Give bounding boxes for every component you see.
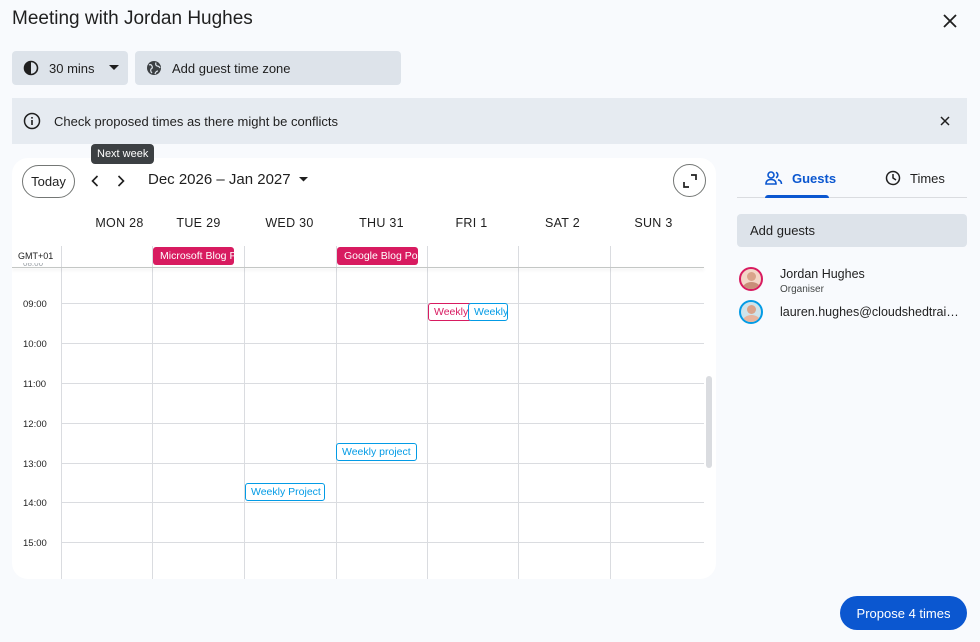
hour-label: 08:00 bbox=[23, 263, 44, 268]
add-guest-time-zone-button[interactable]: Add guest time zone bbox=[135, 51, 401, 85]
next-week-button[interactable] bbox=[110, 170, 132, 192]
hour-label: 09:00 bbox=[23, 299, 47, 310]
day-header: WED 30 bbox=[265, 216, 314, 230]
globe-icon bbox=[147, 61, 161, 75]
day-divider bbox=[427, 246, 428, 579]
calendar-event[interactable]: Weekly project bbox=[428, 303, 472, 321]
today-button[interactable]: Today bbox=[22, 165, 75, 198]
next-week-tooltip: Next week bbox=[91, 144, 155, 164]
side-panel-tabs: Guests Times bbox=[737, 158, 967, 198]
hour-line bbox=[61, 463, 704, 464]
avatar bbox=[739, 267, 763, 291]
propose-times-button[interactable]: Propose 4 times bbox=[840, 596, 967, 630]
people-icon bbox=[765, 171, 783, 185]
all-day-separator bbox=[12, 267, 704, 268]
day-divider bbox=[152, 246, 153, 579]
tab-guests-label: Guests bbox=[792, 170, 837, 186]
calendar-event[interactable]: Weekly Project bbox=[245, 483, 325, 501]
all-day-event[interactable]: Microsoft Blog Post bbox=[153, 247, 234, 265]
dialog-title: Meeting with Jordan Hughes bbox=[12, 8, 253, 29]
chevron-down-icon bbox=[298, 177, 308, 182]
duration-clock-icon bbox=[23, 60, 39, 76]
day-header: FRI 1 bbox=[455, 216, 488, 230]
hour-label: 13:00 bbox=[23, 459, 47, 470]
hour-line bbox=[61, 542, 704, 543]
tab-times-label: Times bbox=[910, 170, 945, 186]
day-header: SAT 2 bbox=[544, 216, 581, 230]
hour-line bbox=[61, 343, 704, 344]
day-divider bbox=[61, 246, 62, 579]
add-guests-input[interactable]: Add guests bbox=[737, 214, 967, 247]
day-divider bbox=[610, 246, 611, 579]
duration-label: 30 mins bbox=[49, 60, 95, 76]
hour-line bbox=[61, 423, 704, 424]
guest-name: Jordan Hughes bbox=[780, 267, 865, 281]
expand-icon bbox=[682, 173, 697, 188]
hour-line bbox=[61, 383, 704, 384]
calendar-panel: Today Dec 2026 – Jan 2027 MON 28 TUE 29 … bbox=[12, 158, 716, 579]
all-day-event[interactable]: Google Blog Post bbox=[337, 247, 418, 265]
calendar-scrollbar[interactable] bbox=[706, 376, 712, 468]
hour-label: 14:00 bbox=[23, 498, 47, 509]
hour-label: 10:00 bbox=[23, 339, 47, 350]
close-icon bbox=[943, 14, 957, 28]
hour-label: 11:00 bbox=[23, 379, 47, 390]
calendar-header: Today Dec 2026 – Jan 2027 bbox=[12, 158, 716, 208]
date-range-label: Dec 2026 – Jan 2027 bbox=[148, 171, 291, 188]
chevron-down-icon bbox=[108, 65, 119, 70]
close-dialog-button[interactable] bbox=[938, 9, 962, 33]
timezone-label: GMT+01 bbox=[18, 251, 54, 261]
date-range-selector[interactable]: Dec 2026 – Jan 2027 bbox=[148, 171, 308, 188]
add-guest-time-zone-label: Add guest time zone bbox=[172, 60, 291, 76]
day-divider bbox=[244, 246, 245, 579]
hour-label: 12:00 bbox=[23, 419, 47, 430]
clock-icon bbox=[885, 170, 901, 186]
chevron-left-icon bbox=[91, 175, 99, 187]
day-divider bbox=[336, 246, 337, 579]
chevron-right-icon bbox=[117, 175, 125, 187]
guest-item[interactable]: lauren.hughes@cloudshedtraining.com bbox=[739, 300, 967, 324]
guest-name: lauren.hughes@cloudshedtraining.com bbox=[780, 305, 960, 319]
day-divider bbox=[518, 246, 519, 579]
avatar bbox=[739, 300, 763, 324]
guest-role: Organiser bbox=[780, 284, 824, 295]
tab-guests[interactable]: Guests bbox=[765, 158, 836, 198]
day-header: SUN 3 bbox=[634, 216, 673, 230]
close-icon bbox=[940, 116, 950, 126]
day-header: MON 28 bbox=[95, 216, 144, 230]
dismiss-banner-button[interactable] bbox=[937, 113, 953, 129]
day-headers: MON 28 TUE 29 WED 30 THU 31 FRI 1 SAT 2 … bbox=[12, 216, 716, 240]
week-grid: GMT+01 08:00 09:00 10:00 11:00 12:00 13:… bbox=[12, 246, 716, 579]
hour-label: 15:00 bbox=[23, 538, 47, 549]
guest-item[interactable]: Jordan Hughes Organiser bbox=[739, 267, 967, 295]
expand-calendar-button[interactable] bbox=[673, 164, 706, 197]
banner-message: Check proposed times as there might be c… bbox=[54, 113, 338, 129]
conflict-warning-banner: Check proposed times as there might be c… bbox=[12, 98, 967, 144]
duration-dropdown[interactable]: 30 mins bbox=[12, 51, 128, 85]
hour-line bbox=[61, 502, 704, 503]
calendar-event[interactable]: Weekly project bbox=[468, 303, 508, 321]
active-tab-indicator bbox=[765, 195, 829, 198]
hour-line bbox=[61, 303, 704, 304]
calendar-event[interactable]: Weekly project bbox=[336, 443, 417, 461]
tab-times[interactable]: Times bbox=[885, 158, 945, 198]
info-icon bbox=[23, 112, 41, 130]
day-header: THU 31 bbox=[359, 216, 404, 230]
previous-week-button[interactable] bbox=[84, 170, 106, 192]
day-header: TUE 29 bbox=[176, 216, 221, 230]
